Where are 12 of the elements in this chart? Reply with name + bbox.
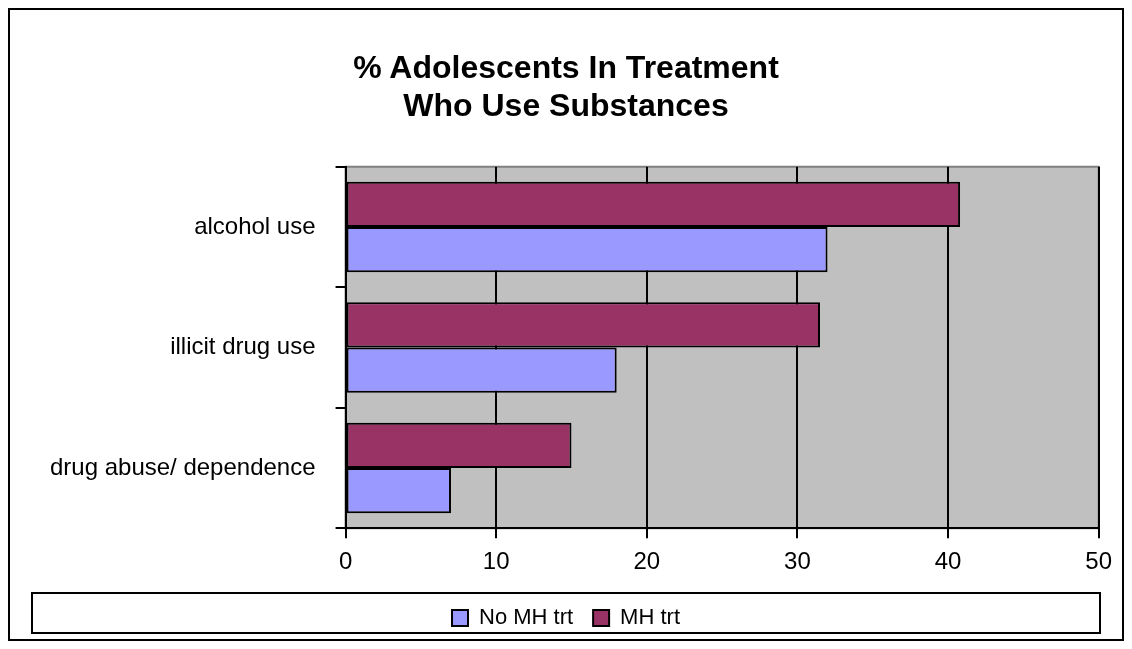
y-tick-label: drug abuse/ dependence bbox=[50, 452, 316, 480]
x-tick-label: 20 bbox=[633, 547, 661, 575]
chart-title: % Adolescents In Treatment Who Use Substances bbox=[353, 49, 780, 124]
legend-label: MH trt bbox=[620, 604, 681, 630]
x-tick-label: 40 bbox=[934, 547, 962, 575]
x-tick-label: 50 bbox=[1085, 547, 1112, 575]
y-tick-label: alcohol use bbox=[194, 211, 316, 239]
x-tick-label: 0 bbox=[338, 547, 353, 575]
x-tick-label: 30 bbox=[784, 547, 811, 575]
x-tick-label: 10 bbox=[482, 547, 510, 575]
legend-label: No MH trt bbox=[479, 604, 574, 630]
y-tick-label: illicit drug use bbox=[170, 332, 316, 360]
